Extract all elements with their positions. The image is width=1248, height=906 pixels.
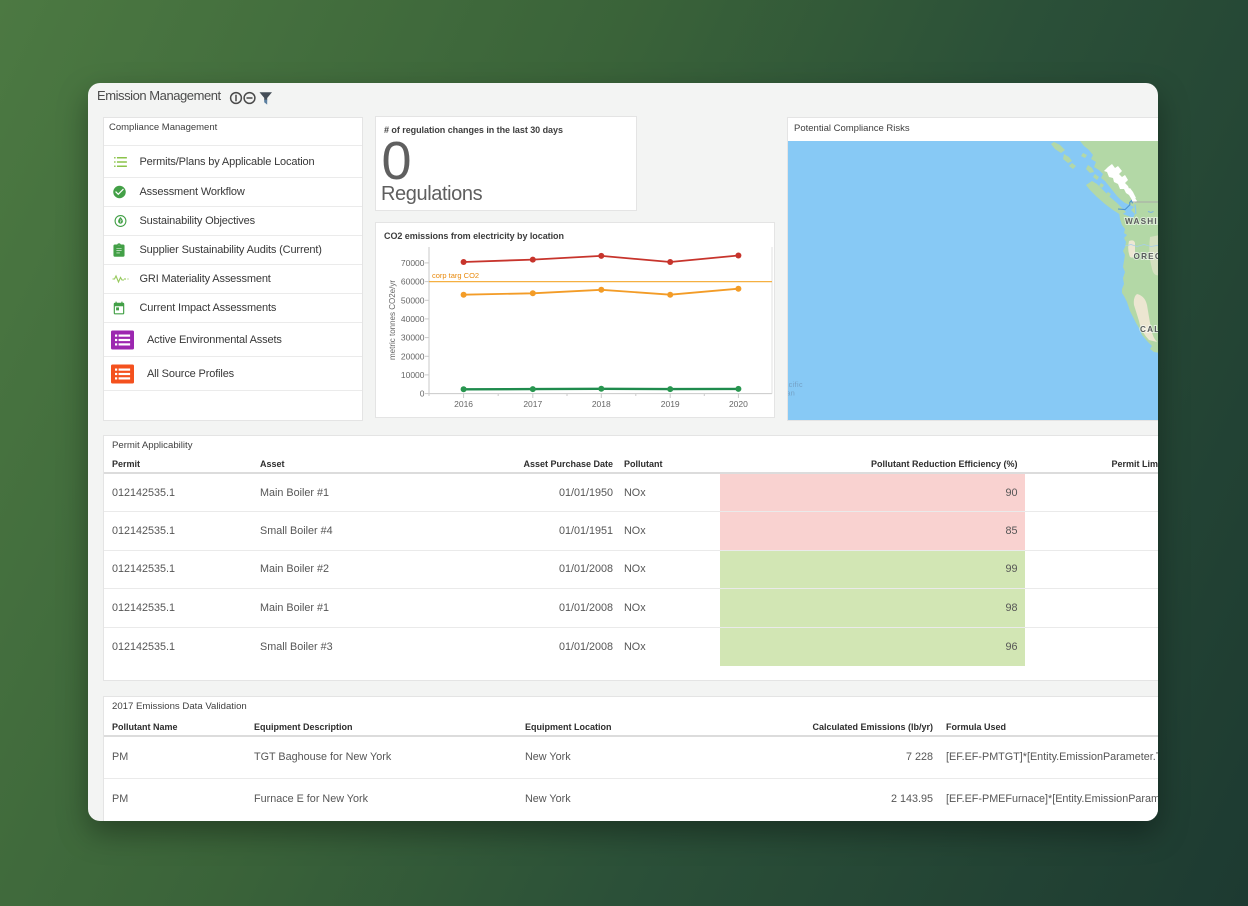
svg-text:CALIF: CALIF <box>1140 325 1158 334</box>
svg-text:2020: 2020 <box>729 399 748 409</box>
svg-text:corp targ CO2: corp targ CO2 <box>432 271 479 280</box>
svg-text:North Pacific: North Pacific <box>788 380 803 389</box>
svg-text:CO2 emissions from electricity: CO2 emissions from electricity by locati… <box>384 231 564 241</box>
svg-text:2016: 2016 <box>454 399 473 409</box>
svg-text:Ocean: Ocean <box>788 389 795 398</box>
svg-text:2019: 2019 <box>661 399 680 409</box>
svg-text:20000: 20000 <box>401 351 425 361</box>
svg-text:60000: 60000 <box>401 277 425 287</box>
svg-text:10000: 10000 <box>401 370 425 380</box>
svg-text:0: 0 <box>420 389 425 399</box>
svg-text:WASHINGT: WASHINGT <box>1125 217 1158 226</box>
svg-text:30000: 30000 <box>401 333 425 343</box>
svg-text:70000: 70000 <box>401 258 425 268</box>
svg-text:2017: 2017 <box>523 399 542 409</box>
svg-text:2018: 2018 <box>592 399 611 409</box>
svg-text:40000: 40000 <box>401 314 425 324</box>
svg-text:OREGON: OREGON <box>1134 252 1159 261</box>
svg-text:50000: 50000 <box>401 295 425 305</box>
svg-text:metric tonnes CO2e/yr: metric tonnes CO2e/yr <box>388 280 397 360</box>
